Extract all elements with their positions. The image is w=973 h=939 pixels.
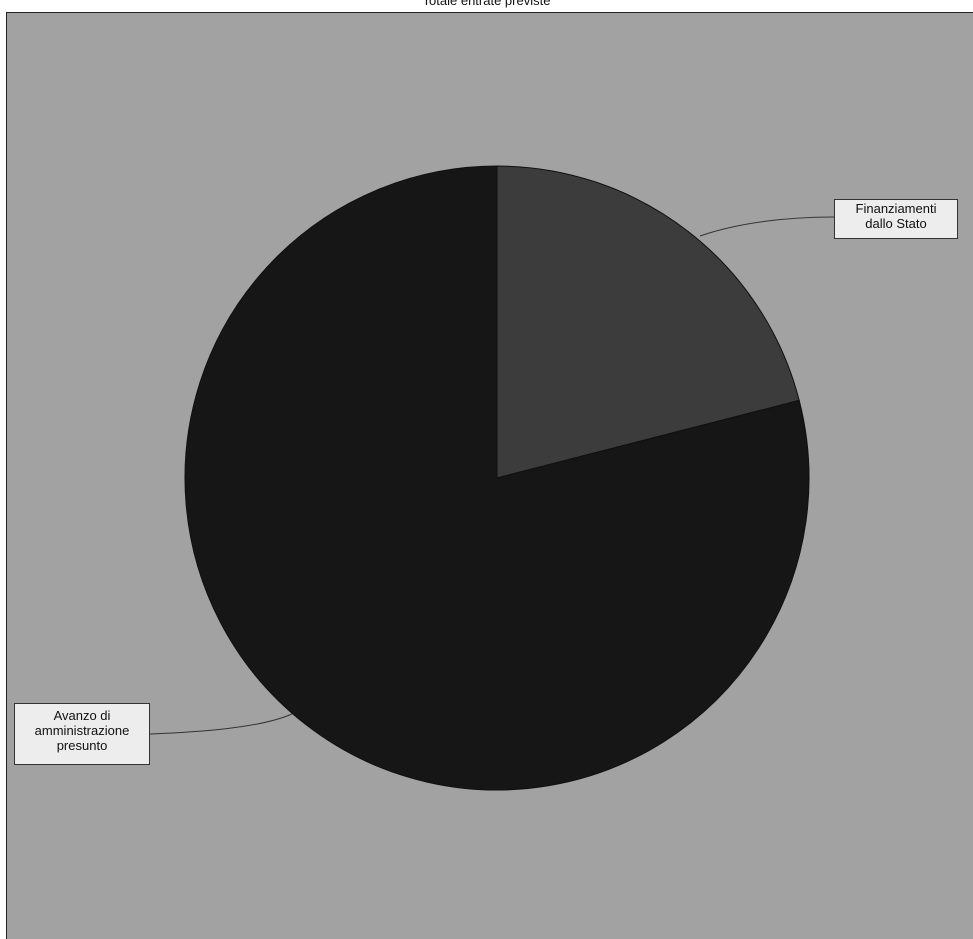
pie-slice-avanzo [184, 165, 810, 791]
slice-label-text: dallo Stato [865, 216, 927, 231]
slice-label-text: Avanzo di [53, 708, 111, 723]
leader-line-avanzo [149, 713, 293, 735]
leader-line-finanziamenti [699, 216, 835, 237]
slice-label-text: Finanziamenti [855, 201, 937, 216]
slice-label-text: amministrazione [34, 723, 130, 738]
slice-label-text: presunto [56, 738, 108, 753]
chart-title: Totale entrate previste [422, 0, 551, 8]
slice-label-avanzo: Avanzo di amministrazione presunto [14, 703, 150, 765]
slice-label-finanziamenti: Finanziamenti dallo Stato [834, 199, 958, 239]
pie-slices [184, 165, 810, 791]
pie-slice-finanziamenti [496, 165, 800, 479]
